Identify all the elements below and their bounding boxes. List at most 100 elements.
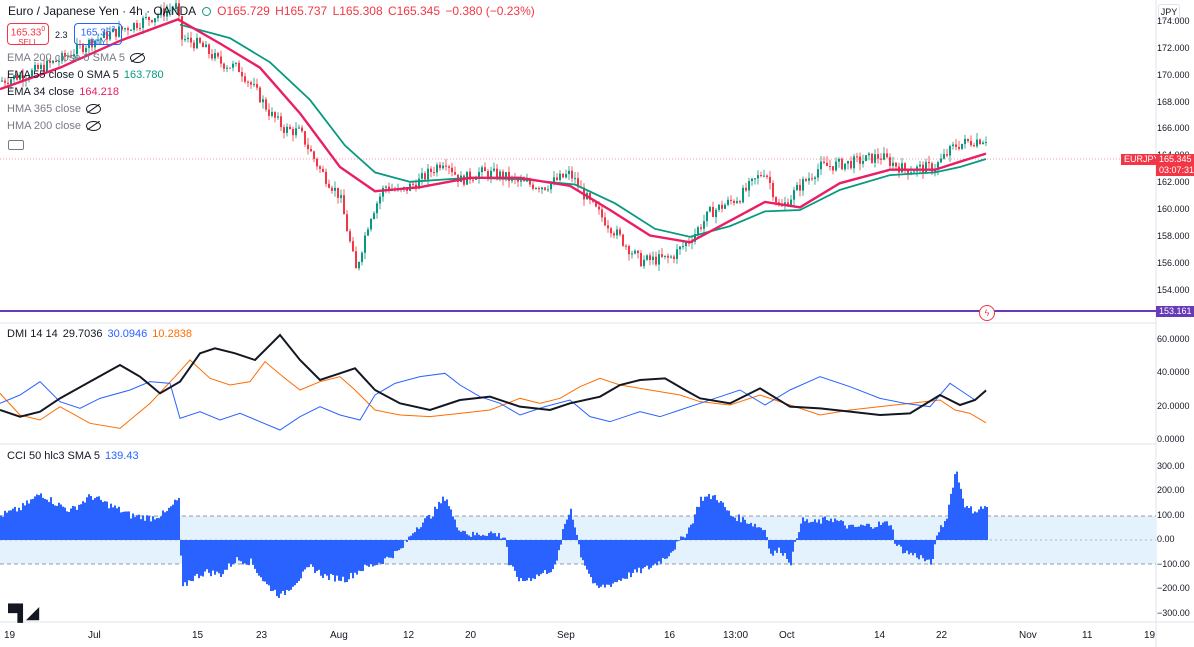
candle-body — [448, 166, 450, 168]
candle-body — [103, 31, 105, 39]
cci-bar — [190, 540, 192, 581]
time-tick-label: 22 — [936, 630, 948, 641]
cci-bar — [822, 517, 824, 540]
cci-bar — [510, 540, 512, 566]
cci-bar — [852, 524, 854, 540]
tradingview-logo-icon[interactable]: ▀▌◢ — [8, 605, 39, 622]
cci-bar — [42, 497, 44, 540]
cci-bar — [804, 521, 806, 540]
symbol-title[interactable]: Euro / Japanese Yen · 4h · OANDA — [8, 4, 197, 18]
sell-price: 165.33 — [10, 27, 42, 39]
candle-body — [268, 109, 270, 116]
legend-ema55[interactable]: EMA 55 close 0 SMA 5 163.780 — [7, 69, 164, 81]
cci-bar — [570, 508, 572, 540]
cci-bar — [860, 524, 862, 540]
cci-bar — [286, 540, 288, 590]
cci-bar — [710, 499, 712, 540]
axis-tick-label: 162.000 — [1157, 177, 1190, 188]
cci-bar — [20, 510, 22, 540]
cci-bar — [256, 540, 258, 574]
candle-body — [316, 158, 318, 167]
cci-bar — [160, 516, 162, 540]
sell-price-sup: 0 — [41, 26, 46, 33]
legend-dmi[interactable]: DMI 14 14 29.7036 30.0946 10.2838 — [7, 328, 192, 340]
legend-hma365[interactable]: HMA 365 close — [7, 103, 101, 115]
candle-body — [523, 180, 525, 182]
candle-body — [475, 178, 477, 180]
cci-bar — [478, 534, 480, 540]
cci-bar — [374, 540, 376, 566]
candle-body — [919, 164, 921, 167]
cci-bar — [686, 533, 688, 540]
cci-bar — [274, 540, 276, 590]
cci-bar — [904, 540, 906, 553]
candle-body — [118, 26, 120, 37]
candle-body — [343, 195, 345, 215]
candle-body — [463, 175, 465, 185]
cci-bar — [338, 540, 340, 581]
candle-body — [979, 139, 981, 145]
cci-bar — [272, 540, 274, 591]
candle-body — [679, 246, 681, 250]
candle-body — [487, 171, 489, 178]
time-tick-label: 15 — [192, 630, 204, 641]
cci-bar — [632, 540, 634, 573]
cci-bar — [216, 540, 218, 572]
cci-bar — [544, 540, 546, 571]
eye-hidden-icon[interactable] — [85, 104, 101, 114]
legend-ema34[interactable]: EMA 34 close 164.218 — [7, 86, 119, 98]
cci-bar — [536, 540, 538, 575]
cci-bar — [460, 531, 462, 540]
buy-button[interactable]: 165.353 BUY — [74, 23, 122, 47]
candle-body — [757, 175, 759, 179]
candle-body — [91, 39, 93, 48]
cci-bar — [972, 513, 974, 540]
candle-body — [541, 187, 543, 190]
cci-bar — [448, 506, 450, 540]
candle-body — [949, 145, 951, 156]
axis-tick-label: 154.000 — [1157, 284, 1190, 295]
candle-body — [190, 37, 192, 43]
cci-bar — [518, 540, 520, 582]
cci-bar — [208, 540, 210, 573]
eye-hidden-icon[interactable] — [130, 53, 146, 63]
candle-body — [505, 172, 507, 180]
cci-bar — [412, 533, 414, 540]
cci-bar — [164, 512, 166, 540]
candle-body — [667, 255, 669, 258]
eye-hidden-icon[interactable] — [85, 121, 101, 131]
axis-tick-label: 0.00 — [1157, 534, 1175, 544]
cci-bar — [800, 523, 802, 540]
cci-bar — [884, 521, 886, 540]
currency-label[interactable]: JPY — [1158, 4, 1180, 20]
alert-lightning-icon[interactable]: ϟ — [979, 305, 995, 321]
candle-body — [211, 54, 213, 59]
cci-bar — [408, 536, 410, 540]
candle-body — [550, 182, 552, 190]
cci-bar — [718, 502, 720, 540]
cci-bar — [206, 540, 208, 570]
candle-body — [472, 179, 474, 181]
cci-bar — [146, 515, 148, 540]
cci-bar — [112, 507, 114, 540]
sell-button[interactable]: 165.330 SELL — [7, 23, 49, 47]
candle-body — [199, 37, 201, 43]
minus-di-line — [0, 359, 987, 429]
cci-bar — [30, 499, 32, 540]
legend-cci[interactable]: CCI 50 hlc3 SMA 5 139.43 — [7, 450, 139, 462]
candle-body — [874, 154, 876, 163]
legend-ema200[interactable]: EMA 200 close 0 SMA 5 — [7, 52, 146, 64]
cci-bar — [468, 535, 470, 540]
candle-body — [232, 63, 234, 68]
candle-body — [973, 145, 975, 147]
cci-bar — [46, 499, 48, 540]
cci-bar — [276, 540, 278, 597]
candle-body — [142, 17, 144, 28]
collapse-legend-icon[interactable] — [8, 140, 24, 150]
cci-bar — [36, 494, 38, 540]
legend-hma200[interactable]: HMA 200 close — [7, 120, 101, 132]
hma200-label: HMA 200 close — [7, 120, 81, 132]
candle-body — [838, 158, 840, 162]
candle-body — [280, 116, 282, 128]
